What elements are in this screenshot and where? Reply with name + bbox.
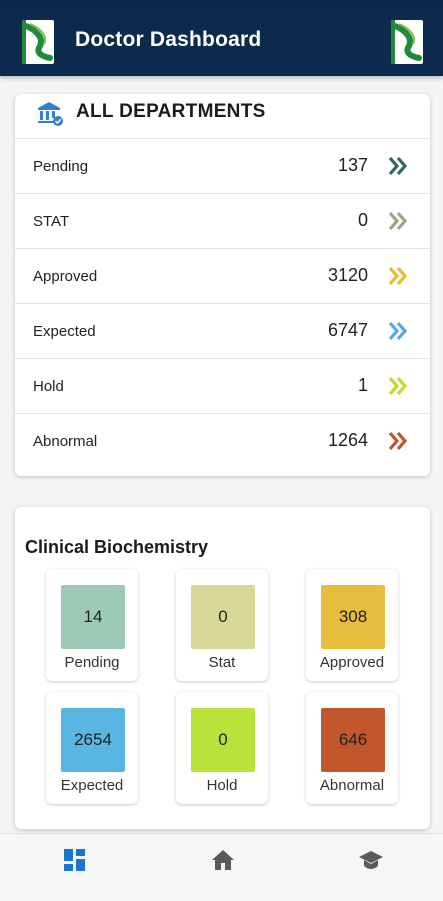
home-icon <box>212 850 234 870</box>
status-bar <box>0 0 443 8</box>
status-row-label: Pending <box>33 158 89 175</box>
status-row-stat[interactable]: STAT 0 <box>15 193 430 248</box>
bottom-nav <box>0 833 443 901</box>
status-row-abnormal[interactable]: Abnormal 1264 <box>15 413 430 468</box>
status-row-label: Expected <box>33 323 96 340</box>
status-row-hold[interactable]: Hold 1 <box>15 358 430 413</box>
tile-hold[interactable]: 0 Hold <box>176 692 268 804</box>
status-row-label: Abnormal <box>33 433 98 450</box>
status-row-count: 3120 <box>327 265 368 285</box>
tile-stat[interactable]: 0 Stat <box>176 569 268 681</box>
tile-label: Pending <box>64 654 120 671</box>
tile-count: 308 <box>321 585 385 649</box>
all-departments-header: ALL DEPARTMENTS <box>15 94 430 138</box>
status-row-label: STAT <box>33 213 70 230</box>
tile-approved[interactable]: 308 Approved <box>306 569 398 681</box>
tile-label: Hold <box>206 777 238 794</box>
tile-label: Abnormal <box>319 777 385 794</box>
tile-count: 14 <box>61 585 125 649</box>
tile-label: Stat <box>208 654 236 671</box>
double-chevron-right-icon <box>388 156 408 176</box>
section-title: Clinical Biochemistry <box>25 537 209 557</box>
tile-label: Approved <box>319 654 385 671</box>
bank-icon <box>38 102 63 126</box>
tile-count: 646 <box>321 708 385 772</box>
dashboard-icon <box>64 849 85 871</box>
nav-education[interactable] <box>341 844 401 878</box>
nav-dashboard[interactable] <box>45 844 105 878</box>
status-row-label: Hold <box>33 378 64 395</box>
double-chevron-right-icon <box>388 321 408 341</box>
double-chevron-right-icon <box>388 266 408 286</box>
tile-label: Expected <box>60 777 124 794</box>
all-departments-card: ALL DEPARTMENTS Pending 137 STAT 0 Approved 3… <box>15 94 430 476</box>
status-row-count: 1 <box>357 375 368 395</box>
double-chevron-right-icon <box>388 376 408 396</box>
tile-count: 2654 <box>61 708 125 772</box>
status-row-count: 6747 <box>327 320 368 340</box>
status-row-count: 0 <box>357 210 368 230</box>
page-title: Doctor Dashboard <box>75 28 262 51</box>
status-row-approved[interactable]: Approved 3120 <box>15 248 430 303</box>
nav-home[interactable] <box>193 844 253 878</box>
tile-expected[interactable]: 2654 Expected <box>46 692 138 804</box>
tile-count: 0 <box>191 708 255 772</box>
clinical-biochemistry-card: Clinical Biochemistry 14 Pending 0 Stat 308 A… <box>15 507 430 829</box>
tile-abnormal[interactable]: 646 Abnormal <box>306 692 398 804</box>
double-chevron-right-icon <box>388 211 408 231</box>
status-row-label: Approved <box>33 268 98 285</box>
app-logo <box>22 20 54 64</box>
status-row-pending[interactable]: Pending 137 <box>15 138 430 193</box>
department-status-list: Pending 137 STAT 0 Approved 3120 Expected 6747 H… <box>15 138 430 468</box>
app-header: Doctor Dashboard <box>0 8 443 76</box>
app-logo-right <box>391 20 423 64</box>
all-departments-title: ALL DEPARTMENTS <box>76 101 266 122</box>
tile-count: 0 <box>191 585 255 649</box>
tile-pending[interactable]: 14 Pending <box>46 569 138 681</box>
double-chevron-right-icon <box>388 431 408 451</box>
status-row-count: 137 <box>337 155 368 175</box>
graduation-cap-icon <box>359 851 383 869</box>
status-row-count: 1264 <box>327 430 368 450</box>
status-row-expected[interactable]: Expected 6747 <box>15 303 430 358</box>
